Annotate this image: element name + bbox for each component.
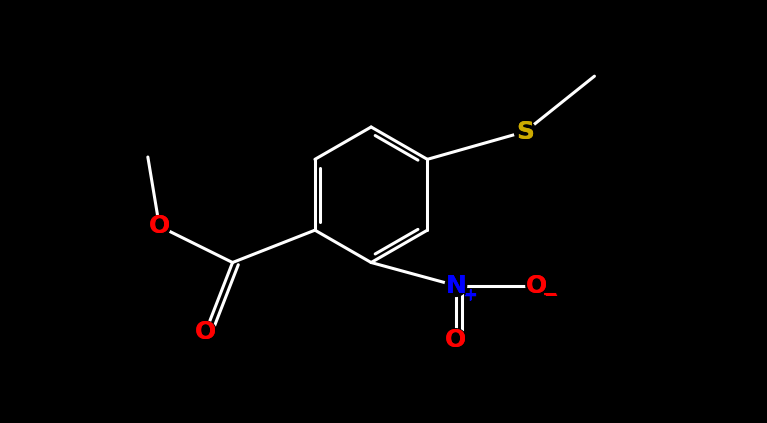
Text: O: O: [526, 274, 548, 298]
Circle shape: [149, 216, 170, 237]
Circle shape: [445, 329, 466, 350]
Text: −: −: [543, 287, 558, 305]
Circle shape: [515, 121, 536, 143]
Text: O: O: [445, 327, 466, 352]
Text: N: N: [446, 274, 466, 298]
Text: O: O: [526, 274, 548, 298]
Text: O: O: [445, 327, 466, 352]
Text: N: N: [446, 274, 466, 298]
Text: −: −: [542, 286, 558, 305]
Text: +: +: [463, 286, 476, 304]
Text: +: +: [463, 287, 477, 305]
Text: O: O: [195, 320, 216, 344]
Circle shape: [526, 275, 548, 297]
Text: O: O: [149, 214, 170, 238]
Circle shape: [195, 321, 216, 343]
Text: O: O: [149, 214, 170, 238]
Circle shape: [445, 275, 466, 297]
Text: S: S: [516, 120, 534, 144]
Text: O: O: [195, 320, 216, 344]
Text: S: S: [516, 120, 534, 144]
